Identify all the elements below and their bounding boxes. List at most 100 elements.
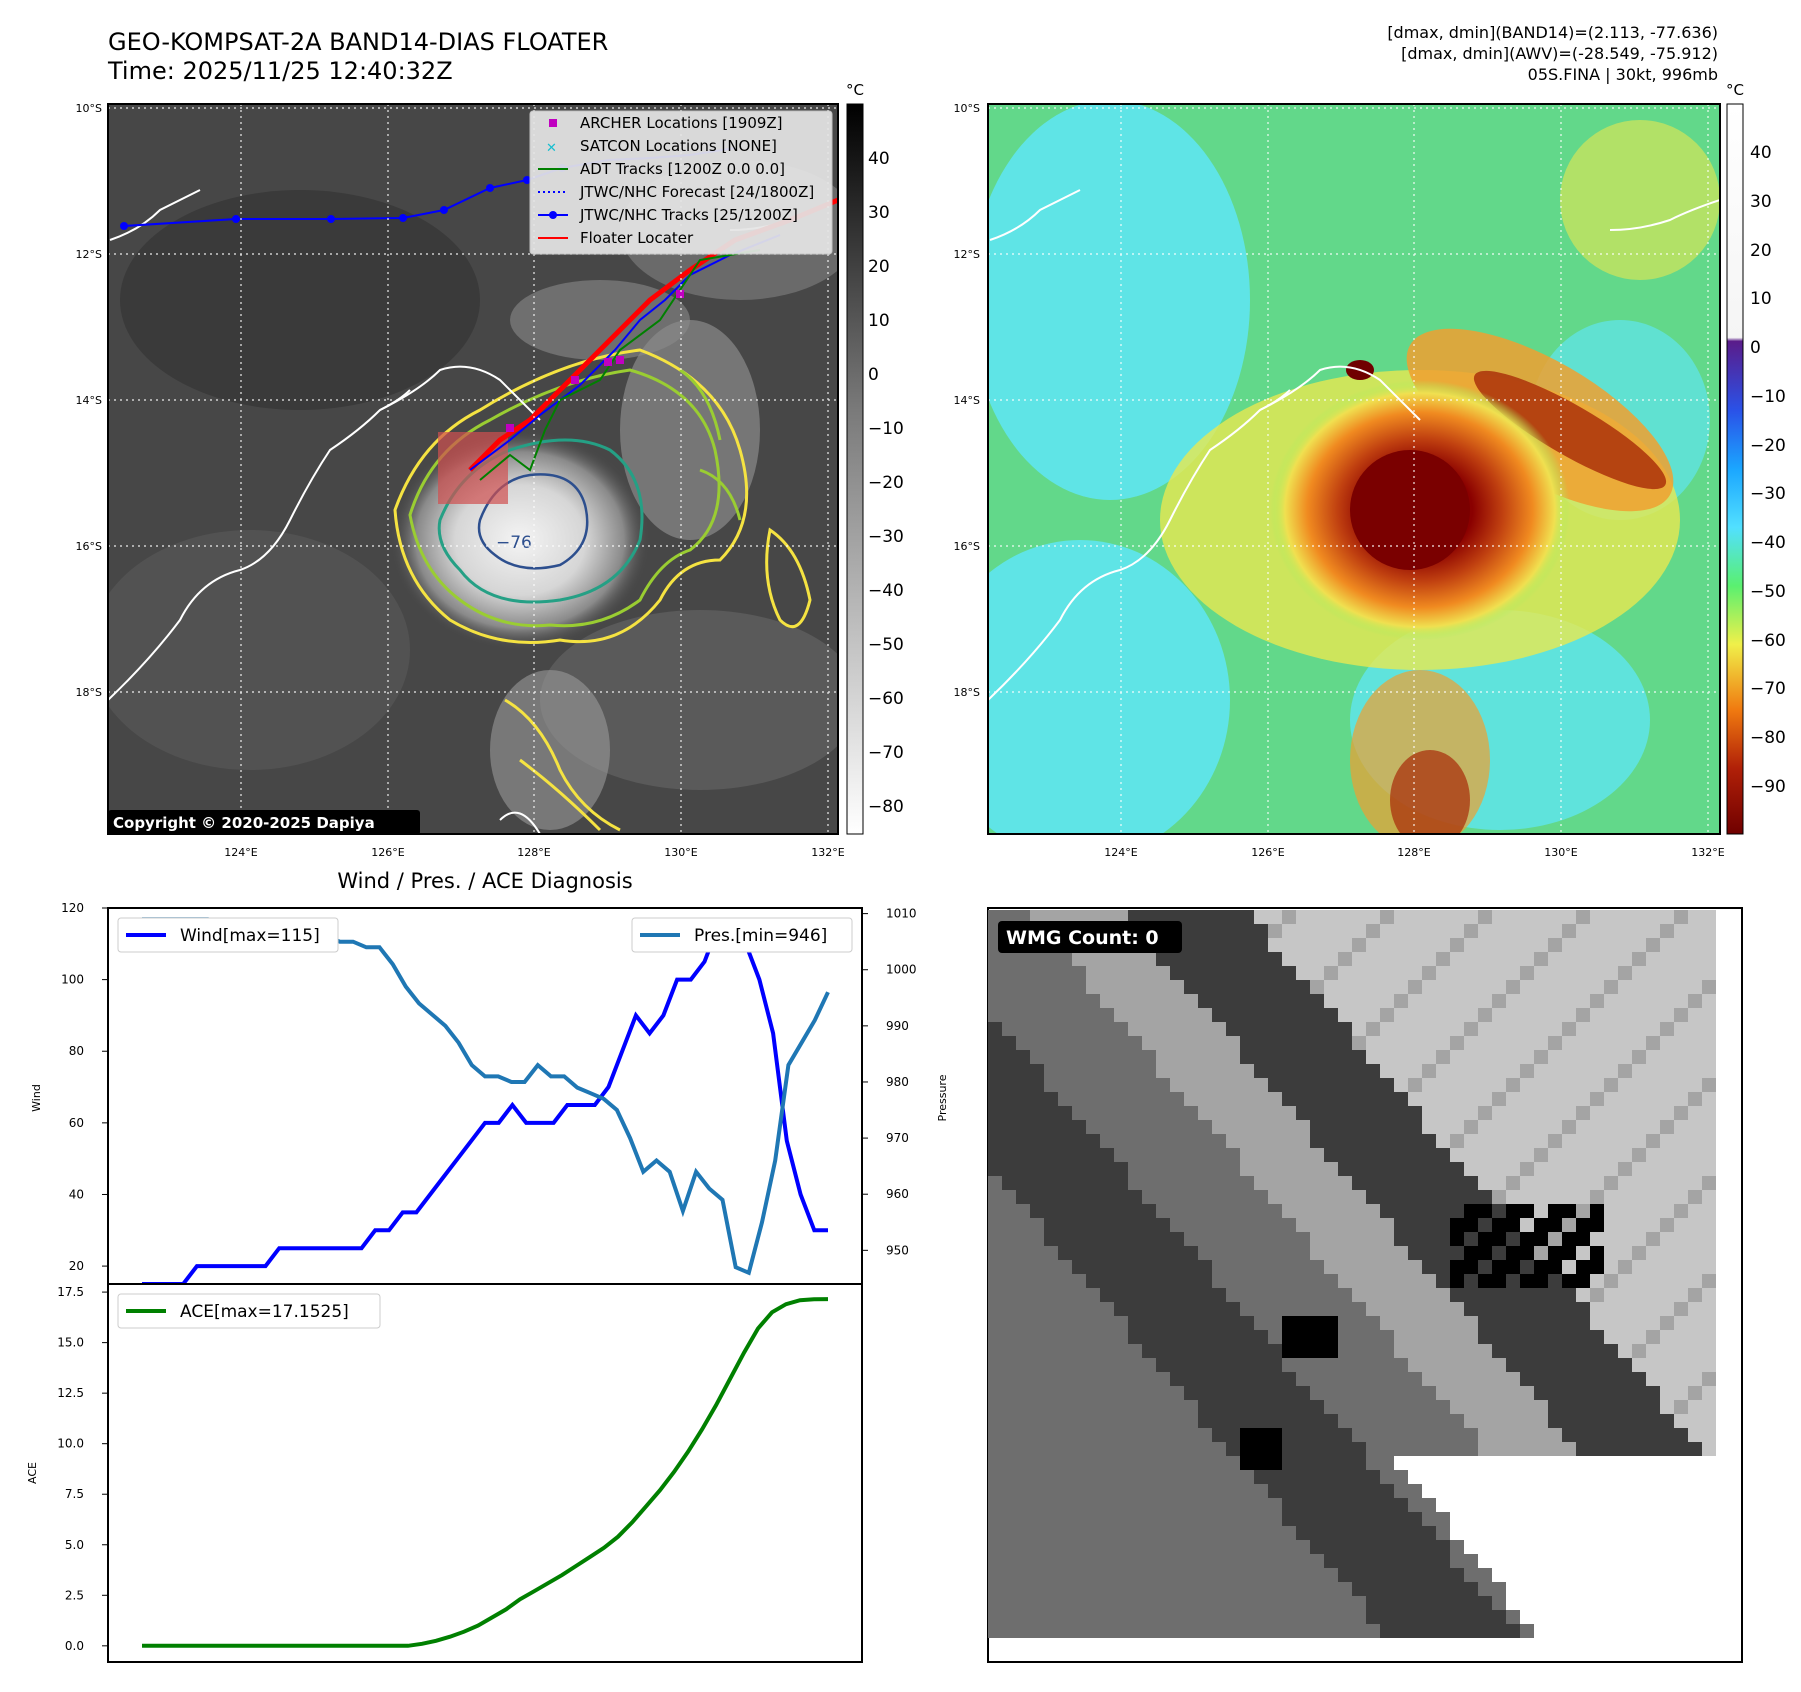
wmg-pixel [1590, 1414, 1604, 1428]
wmg-pixel [1184, 924, 1198, 938]
wmg-pixel [1184, 1288, 1198, 1302]
right-colorbar-tick: −90 [1750, 777, 1786, 797]
wmg-pixel [1058, 994, 1072, 1008]
wmg-pixel [1506, 1232, 1520, 1246]
wmg-pixel [1226, 1498, 1240, 1512]
wmg-pixel [1128, 1568, 1142, 1582]
wmg-pixel [1394, 1344, 1408, 1358]
wmg-pixel [1310, 1358, 1324, 1372]
wmg-pixel [1352, 1036, 1366, 1050]
wmg-pixel [1352, 1078, 1366, 1092]
wmg-pixel [1674, 966, 1688, 980]
wmg-pixel [1562, 994, 1576, 1008]
wmg-pixel [1562, 1596, 1576, 1610]
wmg-pixel [1198, 1330, 1212, 1344]
wmg-pixel [1086, 1008, 1100, 1022]
wmg-pixel [1408, 966, 1422, 980]
left-lat-label: 18°S [76, 686, 102, 699]
wmg-pixel [1310, 1274, 1324, 1288]
wmg-pixel [1422, 1106, 1436, 1120]
wmg-pixel [1240, 1008, 1254, 1022]
right-lon-label: 126°E [1251, 846, 1284, 859]
wmg-pixel [1548, 1204, 1562, 1218]
wmg-pixel [1100, 1596, 1114, 1610]
wmg-pixel [1114, 1316, 1128, 1330]
wmg-pixel [1156, 1442, 1170, 1456]
right-lon-label: 130°E [1544, 846, 1577, 859]
wmg-pixel [1352, 1400, 1366, 1414]
wmg-pixel [1394, 1526, 1408, 1540]
wmg-pixel [1492, 1218, 1506, 1232]
wmg-pixel [1016, 1610, 1030, 1624]
wmg-pixel [1436, 1064, 1450, 1078]
wmg-pixel [1632, 1330, 1646, 1344]
wmg-pixel [1520, 1540, 1534, 1554]
wmg-pixel [1016, 1232, 1030, 1246]
wmg-pixel [1156, 1428, 1170, 1442]
wmg-pixel [1534, 1624, 1548, 1638]
wmg-pixel [1674, 1442, 1688, 1456]
wmg-pixel [1674, 1470, 1688, 1484]
wmg-pixel [1254, 1036, 1268, 1050]
wmg-pixel [1618, 980, 1632, 994]
wmg-pixel [1352, 1260, 1366, 1274]
wmg-pixel [1576, 1610, 1590, 1624]
wmg-pixel [1184, 1260, 1198, 1274]
wmg-pixel [1562, 938, 1576, 952]
wmg-pixel [1268, 1162, 1282, 1176]
wmg-pixel [988, 1512, 1002, 1526]
wmg-pixel [1632, 1442, 1646, 1456]
wmg-pixel [1450, 1218, 1464, 1232]
wmg-pixel [1702, 1400, 1716, 1414]
wmg-pixel [988, 1092, 1002, 1106]
header-time: Time: 2025/11/25 12:40:32Z [107, 57, 453, 85]
wmg-pixel [1058, 1610, 1072, 1624]
wmg-pixel [1576, 994, 1590, 1008]
wmg-pixel [1226, 994, 1240, 1008]
wmg-pixel [1072, 1554, 1086, 1568]
wmg-pixel [1436, 938, 1450, 952]
wmg-pixel [1156, 1106, 1170, 1120]
wmg-pixel [1492, 1568, 1506, 1582]
wmg-pixel [1310, 1610, 1324, 1624]
wmg-pixel [1688, 1372, 1702, 1386]
wmg-pixel [1086, 1582, 1100, 1596]
wmg-pixel [1422, 1526, 1436, 1540]
wmg-pixel [1702, 1232, 1716, 1246]
wmg-pixel [1436, 1498, 1450, 1512]
wmg-pixel [1506, 1008, 1520, 1022]
wmg-pixel [1338, 1610, 1352, 1624]
wmg-pixel [1380, 966, 1394, 980]
wmg-pixel [1534, 1428, 1548, 1442]
wmg-pixel [1436, 1610, 1450, 1624]
wmg-pixel [1212, 1372, 1226, 1386]
left-colorbar-tick: −20 [868, 473, 904, 493]
wmg-pixel [1590, 966, 1604, 980]
wmg-pixel [1268, 938, 1282, 952]
wmg-pixel [1380, 1078, 1394, 1092]
wmg-pixel [1254, 1232, 1268, 1246]
wmg-pixel [1156, 1386, 1170, 1400]
wmg-pixel [1492, 1064, 1506, 1078]
wmg-pixel [1142, 910, 1156, 924]
wmg-pixel [1492, 1540, 1506, 1554]
wmg-pixel [1534, 1442, 1548, 1456]
wmg-pixel [1688, 1498, 1702, 1512]
wmg-pixel [1212, 1610, 1226, 1624]
wmg-pixel [1464, 910, 1478, 924]
wmg-pixel [1282, 1064, 1296, 1078]
wmg-pixel [1240, 1498, 1254, 1512]
left-colorbar-tick: 10 [868, 311, 890, 331]
wmg-pixel [1450, 966, 1464, 980]
wmg-pixel [1086, 1540, 1100, 1554]
wmg-pixel [1366, 1204, 1380, 1218]
wmg-pixel [1394, 1008, 1408, 1022]
wmg-pixel [1114, 1106, 1128, 1120]
wmg-pixel [1366, 1610, 1380, 1624]
pressure-legend-box [631, 917, 853, 953]
wmg-pixel [1590, 980, 1604, 994]
wmg-pixel [1520, 1386, 1534, 1400]
wmg-pixel [1170, 1470, 1184, 1484]
wmg-pixel [1016, 1316, 1030, 1330]
wmg-pixel [1660, 1512, 1674, 1526]
